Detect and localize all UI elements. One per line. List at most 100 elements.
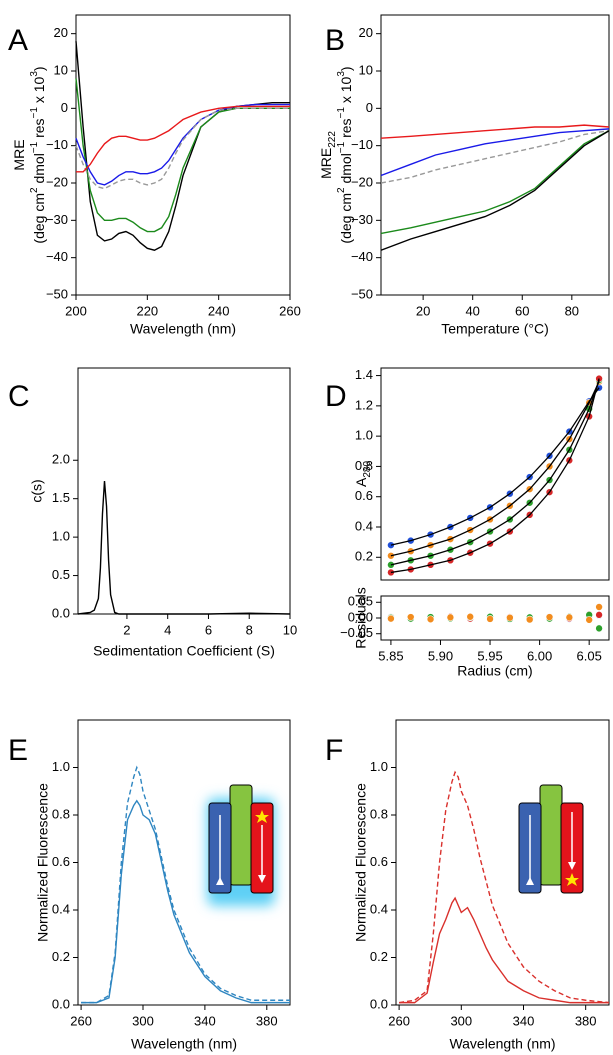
- y-tick-label: 20: [359, 25, 373, 40]
- label-part: 280: [362, 461, 373, 478]
- y-axis-label: MRE: [11, 139, 27, 170]
- x-tick-label: 340: [513, 1013, 535, 1028]
- label-part: ): [338, 66, 354, 71]
- y-tick-label: 0.4: [52, 901, 70, 916]
- label-part: (deg cm: [338, 193, 354, 244]
- label-part: dmol: [31, 153, 47, 187]
- label-part: res: [338, 118, 354, 141]
- y-tick-label: 0.5: [52, 567, 70, 582]
- x-tick-label: 240: [208, 303, 230, 318]
- y-tick-label: 0.4: [355, 518, 373, 533]
- y-tick-label: 0.2: [52, 949, 70, 964]
- label-part: 3: [336, 71, 347, 77]
- label-part: 3: [29, 71, 40, 77]
- x-tick-label: 5.85: [378, 648, 403, 663]
- label-part: −1: [336, 141, 347, 153]
- y-tick-label: −50: [351, 286, 373, 301]
- x-axis-label: Wavelength (nm): [449, 1036, 555, 1052]
- y-tick-label: 1.0: [355, 428, 373, 443]
- label-part: 2: [29, 187, 40, 193]
- panel-label: C: [8, 380, 30, 413]
- x-tick-label: 4: [164, 622, 171, 637]
- fit-line: [390, 381, 600, 557]
- data-point: [595, 603, 603, 611]
- fit-line: [390, 378, 600, 574]
- y-tick-label: 10: [359, 62, 373, 77]
- data-line: [75, 103, 290, 186]
- y-tick-label: 1.0: [52, 759, 70, 774]
- data-line: [380, 130, 610, 184]
- y-axis-label: c(s): [29, 479, 45, 502]
- fit-line: [390, 379, 600, 566]
- y-tick-label: 0.6: [355, 488, 373, 503]
- data-line: [76, 105, 290, 173]
- x-tick-label: 20: [416, 303, 430, 318]
- y-tick-label: 0.0: [52, 996, 70, 1011]
- data-point: [426, 615, 435, 624]
- data-line: [77, 480, 291, 615]
- data-line: [380, 130, 610, 235]
- y-tick-label: 0.6: [52, 854, 70, 869]
- data-point: [466, 612, 475, 621]
- y-tick-label: 0.05: [348, 594, 373, 609]
- data-point: [595, 624, 603, 633]
- label-part: A: [353, 477, 369, 487]
- y-tick-label: 0.6: [370, 854, 388, 869]
- y-tick-label: 0: [366, 100, 373, 115]
- x-tick-label: 6.05: [577, 648, 602, 663]
- label-part: 2: [336, 187, 347, 193]
- label-part: dmol: [338, 153, 354, 187]
- y-tick-label: 10: [54, 62, 68, 77]
- label-part: −1: [29, 107, 40, 119]
- data-point: [486, 615, 494, 623]
- panel-label: E: [8, 734, 28, 767]
- data-point: [406, 613, 415, 621]
- axes-frame: [380, 367, 610, 581]
- axes-frame: [75, 14, 291, 296]
- y-tick-label: 1.0: [52, 529, 70, 544]
- x-tick-label: 5.95: [477, 648, 502, 663]
- y-tick-label: 1.4: [355, 367, 373, 382]
- data-point: [506, 613, 514, 622]
- x-tick-label: 80: [565, 303, 579, 318]
- label-part: res: [31, 118, 47, 141]
- y-tick-label: 0: [61, 100, 68, 115]
- data-line: [75, 107, 290, 190]
- x-tick-label: 6: [205, 622, 212, 637]
- y-axis-label: Normalized Fluorescence: [35, 783, 51, 942]
- helix: [229, 784, 253, 886]
- y-tick-label: 0.2: [355, 549, 373, 564]
- y-tick-label: −10: [46, 137, 68, 152]
- y-axis-label: (deg cm2 dmol−1 res−1 x 103): [336, 66, 354, 243]
- y-tick-label: −40: [351, 249, 373, 264]
- x-tick-label: 60: [515, 303, 529, 318]
- x-tick-label: 5.90: [428, 648, 453, 663]
- data-line: [81, 765, 290, 1004]
- x-axis-label: Wavelength (nm): [130, 321, 236, 337]
- x-tick-label: 260: [388, 1013, 410, 1028]
- data-point: [525, 615, 534, 624]
- panel-label: B: [325, 24, 345, 57]
- y-tick-label: 1.2: [355, 397, 373, 412]
- y-tick-label: 0.0: [52, 605, 70, 620]
- x-tick-label: 6.00: [527, 648, 552, 663]
- x-tick-label: 380: [575, 1013, 597, 1028]
- label-part: x 10: [31, 76, 47, 107]
- axes-frame: [380, 595, 610, 641]
- data-line: [380, 130, 610, 251]
- axes-frame: [380, 14, 610, 296]
- y-axis-label: Residuals: [353, 587, 369, 648]
- x-tick-label: 380: [256, 1013, 278, 1028]
- x-axis-label: Temperature (°C): [441, 321, 549, 337]
- panel-label: D: [325, 380, 347, 413]
- data-point: [387, 614, 395, 623]
- y-tick-label: −10: [351, 137, 373, 152]
- data-line: [75, 78, 290, 233]
- y-axis-label: MRE222: [318, 131, 338, 179]
- panel-label: F: [325, 734, 343, 767]
- x-tick-label: 2: [123, 622, 130, 637]
- label-part: (deg cm: [31, 193, 47, 244]
- helix: [539, 784, 563, 886]
- x-tick-label: 260: [70, 1013, 92, 1028]
